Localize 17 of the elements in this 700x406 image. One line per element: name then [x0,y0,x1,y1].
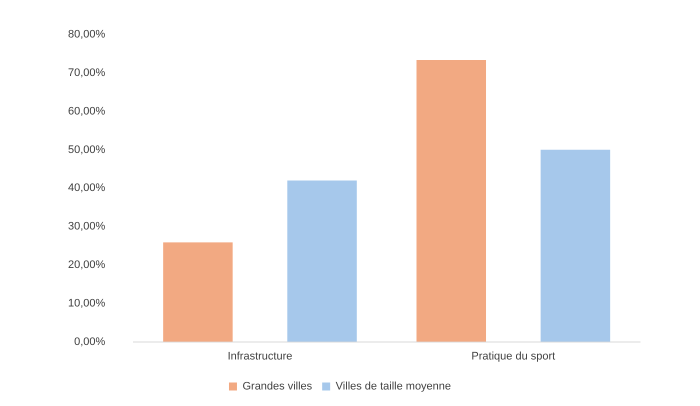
y-tick-label: 50,00% [68,144,106,156]
y-tick-label: 10,00% [68,297,106,310]
y-tick-label: 20,00% [68,259,106,272]
y-tick-label: 0,00% [74,336,106,348]
y-tick-label: 80,00% [68,28,106,41]
x-tick-label: Pratique du sport [471,350,556,362]
legend-label: Villes de taille moyenne [336,380,452,393]
y-tick-label: 30,00% [68,220,106,233]
bar [287,180,357,342]
bar [540,150,610,342]
y-tick-label: 60,00% [68,105,106,118]
y-tick-label: 40,00% [68,182,106,194]
legend-label: Grandes villes [242,380,313,393]
y-tick-label: 70,00% [68,67,106,80]
bar [416,60,486,342]
x-tick-label: Infrastructure [228,350,292,362]
bar [163,242,233,342]
